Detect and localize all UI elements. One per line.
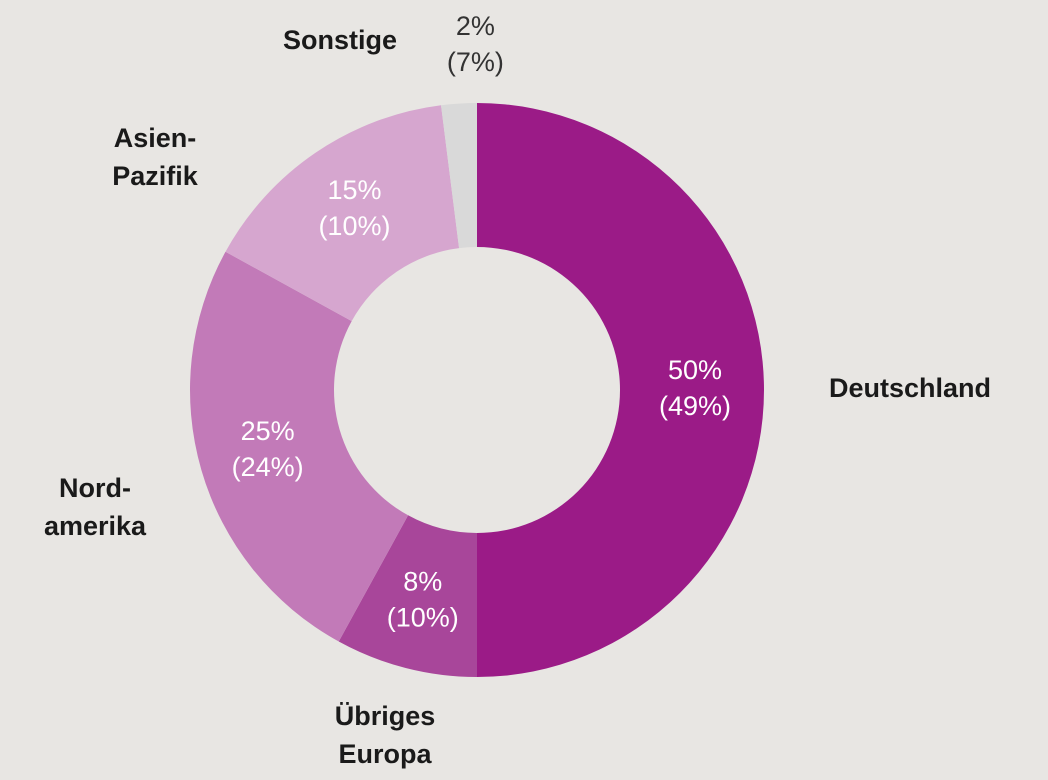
value-label: 8% [403,566,442,596]
category-label: Sonstige [283,25,397,55]
category-label: amerika [44,511,147,541]
category-label: Übriges [335,701,436,731]
category-label: Pazifik [112,161,199,191]
donut-slice [189,251,409,642]
category-label: Europa [338,739,432,769]
category-label: Asien- [114,123,197,153]
donut-slice [225,105,460,322]
prior-value-label: (10%) [387,602,459,632]
donut-slice [477,103,764,677]
prior-value-label: (10%) [318,211,390,241]
value-label: 50% [668,355,722,385]
value-label: 15% [327,175,381,205]
category-label: Nord- [59,473,131,503]
prior-value-label: (7%) [447,47,504,77]
prior-value-label: (24%) [232,452,304,482]
donut-slice [338,515,477,677]
value-label: 25% [241,416,295,446]
category-label: Deutschland [829,373,991,403]
donut-slice [441,103,477,249]
prior-value-label: (49%) [659,391,731,421]
value-label: 2% [456,11,495,41]
